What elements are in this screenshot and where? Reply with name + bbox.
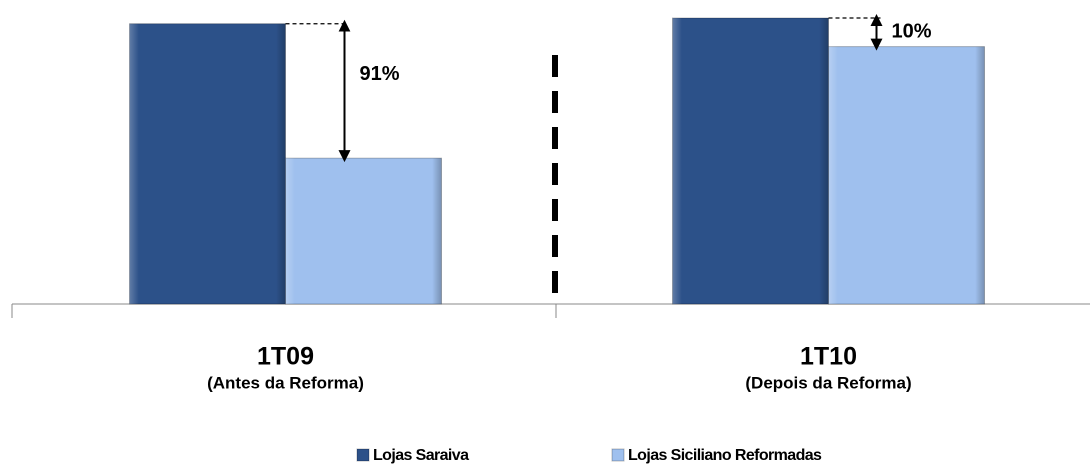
- bar-bevel: [828, 46, 985, 304]
- legend-label: Lojas Saraiva: [373, 447, 469, 464]
- category-note: (Depois da Reforma): [745, 373, 911, 392]
- annotation: 10%: [892, 21, 932, 43]
- legend-swatch: [356, 448, 370, 462]
- bar-bevel: [672, 18, 829, 304]
- bar-bevel: [285, 158, 442, 304]
- category-label: 1T10: [800, 343, 857, 371]
- category-note: (Antes da Reforma): [207, 373, 364, 392]
- annotation: 91%: [360, 63, 400, 85]
- bar-bevel: [129, 23, 286, 304]
- legend-swatch: [611, 448, 625, 462]
- category-label: 1T09: [257, 343, 314, 371]
- legend-label: Lojas Siciliano Reformadas: [628, 447, 822, 464]
